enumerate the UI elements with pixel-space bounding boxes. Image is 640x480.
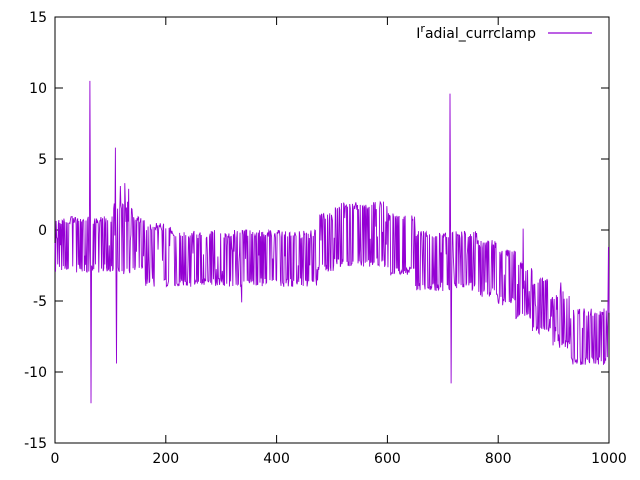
plot-border: [54, 16, 610, 444]
waveform-path: [54, 80, 610, 404]
axis-tick-labels: 0 200 400 600 800 1000 -15 -10 -5 0 5 10 15: [24, 10, 627, 467]
x-tick-label: 800: [485, 451, 512, 467]
x-tick-label: 600: [374, 451, 401, 467]
x-tick-label: 0: [51, 451, 60, 467]
x-tick-label: 200: [152, 451, 179, 467]
axis-ticks: [54, 16, 610, 444]
legend: Iradial_currclamp: [416, 22, 592, 42]
x-tick-label: 1000: [591, 451, 627, 467]
x-tick-label: 400: [263, 451, 290, 467]
legend-label: Iradial_currclamp: [416, 22, 536, 42]
legend-label-prefix: I: [416, 26, 420, 42]
y-tick-label: 15: [29, 10, 47, 26]
y-tick-label: -15: [24, 436, 47, 452]
y-tick-label: 10: [29, 81, 47, 97]
y-tick-label: -5: [33, 294, 47, 310]
y-tick-label: 5: [38, 152, 47, 168]
legend-label-superscript: r: [420, 22, 425, 35]
y-tick-label: -10: [24, 365, 47, 381]
legend-label-rest: adial_currclamp: [425, 26, 536, 42]
y-tick-label: 0: [38, 223, 47, 239]
